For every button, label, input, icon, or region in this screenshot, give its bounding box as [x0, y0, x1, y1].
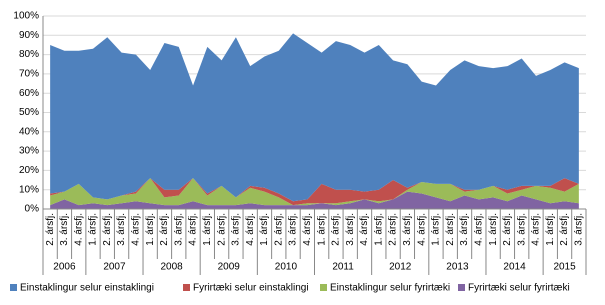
x-tick-label: 2. ársfj.	[331, 213, 342, 246]
area	[50, 33, 579, 202]
x-tick-label: 3. ársfj.	[173, 213, 184, 246]
y-tick-label: 20%	[19, 165, 39, 176]
x-tick-label: 2. ársfj.	[159, 213, 170, 246]
legend-label: Fyrirtæki selur fyrirtæki	[468, 283, 570, 294]
x-tick-label: 3. ársfj.	[573, 213, 584, 246]
x-tick-label: 4. ársfj.	[416, 213, 427, 246]
x-tick-label: 1. ársfj.	[145, 213, 156, 246]
y-tick-label: 30%	[19, 146, 39, 157]
y-tick-label: 70%	[19, 69, 39, 80]
x-tick-label: 3. ársfj.	[288, 213, 299, 246]
x-tick-label: 2. ársfj.	[445, 213, 456, 246]
x-tick-label: 1. ársfj.	[259, 213, 270, 246]
y-tick-label: 0%	[25, 204, 40, 215]
x-tick-label: 2. ársfj.	[559, 213, 570, 246]
legend-label: Einstaklingur selur fyrirtæki	[330, 283, 450, 294]
year-label: 2013	[446, 262, 469, 273]
legend-label: Einstaklingur selur einstaklingi	[20, 283, 154, 294]
x-tick-label: 4. ársfj.	[473, 213, 484, 246]
legend-swatch	[458, 284, 465, 291]
legend-swatch	[10, 284, 17, 291]
x-tick-label: 1. ársfj.	[545, 213, 556, 246]
x-tick-label: 1. ársfj.	[488, 213, 499, 246]
x-tick-label: 2. ársfj.	[216, 213, 227, 246]
year-label: 2014	[503, 262, 526, 273]
y-tick-label: 10%	[19, 184, 39, 195]
x-tick-label: 4. ársfj.	[188, 213, 199, 246]
x-tick-label: 1. ársfj.	[373, 213, 384, 246]
year-label: 2011	[332, 262, 354, 273]
legend-swatch	[183, 284, 190, 291]
x-tick-label: 4. ársfj.	[359, 213, 370, 246]
x-tick-label: 4. ársfj.	[302, 213, 313, 246]
year-label: 2006	[53, 262, 76, 273]
y-tick-label: 90%	[19, 30, 39, 41]
x-tick-label: 3. ársfj.	[116, 213, 127, 246]
legend-label: Fyrirtæki selur einstaklingi	[193, 283, 309, 294]
legend-swatch	[320, 284, 327, 291]
year-label: 2015	[553, 262, 576, 273]
x-tick-label: 2. ársfj.	[102, 213, 113, 246]
x-tick-label: 3. ársfj.	[231, 213, 242, 246]
y-tick-label: 80%	[19, 49, 39, 60]
x-tick-label: 4. ársfj.	[131, 213, 142, 246]
year-label: 2007	[103, 262, 126, 273]
y-tick-label: 100%	[13, 11, 39, 22]
area	[50, 178, 579, 206]
x-tick-label: 2. ársfj.	[273, 213, 284, 246]
x-tick-label: 1. ársfj.	[88, 213, 99, 246]
x-tick-label: 1. ársfj.	[202, 213, 213, 246]
y-tick-label: 60%	[19, 88, 39, 99]
x-tick-label: 4. ársfj.	[73, 213, 84, 246]
x-tick-label: 3. ársfj.	[59, 213, 70, 246]
x-tick-label: 2. ársfj.	[388, 213, 399, 246]
x-tick-label: 4. ársfj.	[531, 213, 542, 246]
x-tick-label: 3. ársfj.	[402, 213, 413, 246]
x-tick-label: 2. ársfj.	[502, 213, 513, 246]
area	[50, 178, 579, 206]
x-tick-label: 1. ársfj.	[431, 213, 442, 246]
year-label: 2010	[275, 262, 298, 273]
year-label: 2012	[389, 262, 412, 273]
y-tick-label: 50%	[19, 107, 39, 118]
x-tick-label: 3. ársfj.	[345, 213, 356, 246]
year-label: 2009	[218, 262, 241, 273]
x-tick-label: 3. ársfj.	[459, 213, 470, 246]
x-tick-label: 4. ársfj.	[245, 213, 256, 246]
x-tick-label: 1. ársfj.	[316, 213, 327, 246]
area	[50, 191, 579, 209]
x-tick-label: 2. ársfj.	[45, 213, 56, 246]
y-tick-label: 40%	[19, 126, 39, 137]
year-label: 2008	[160, 262, 183, 273]
x-tick-label: 3. ársfj.	[516, 213, 527, 246]
